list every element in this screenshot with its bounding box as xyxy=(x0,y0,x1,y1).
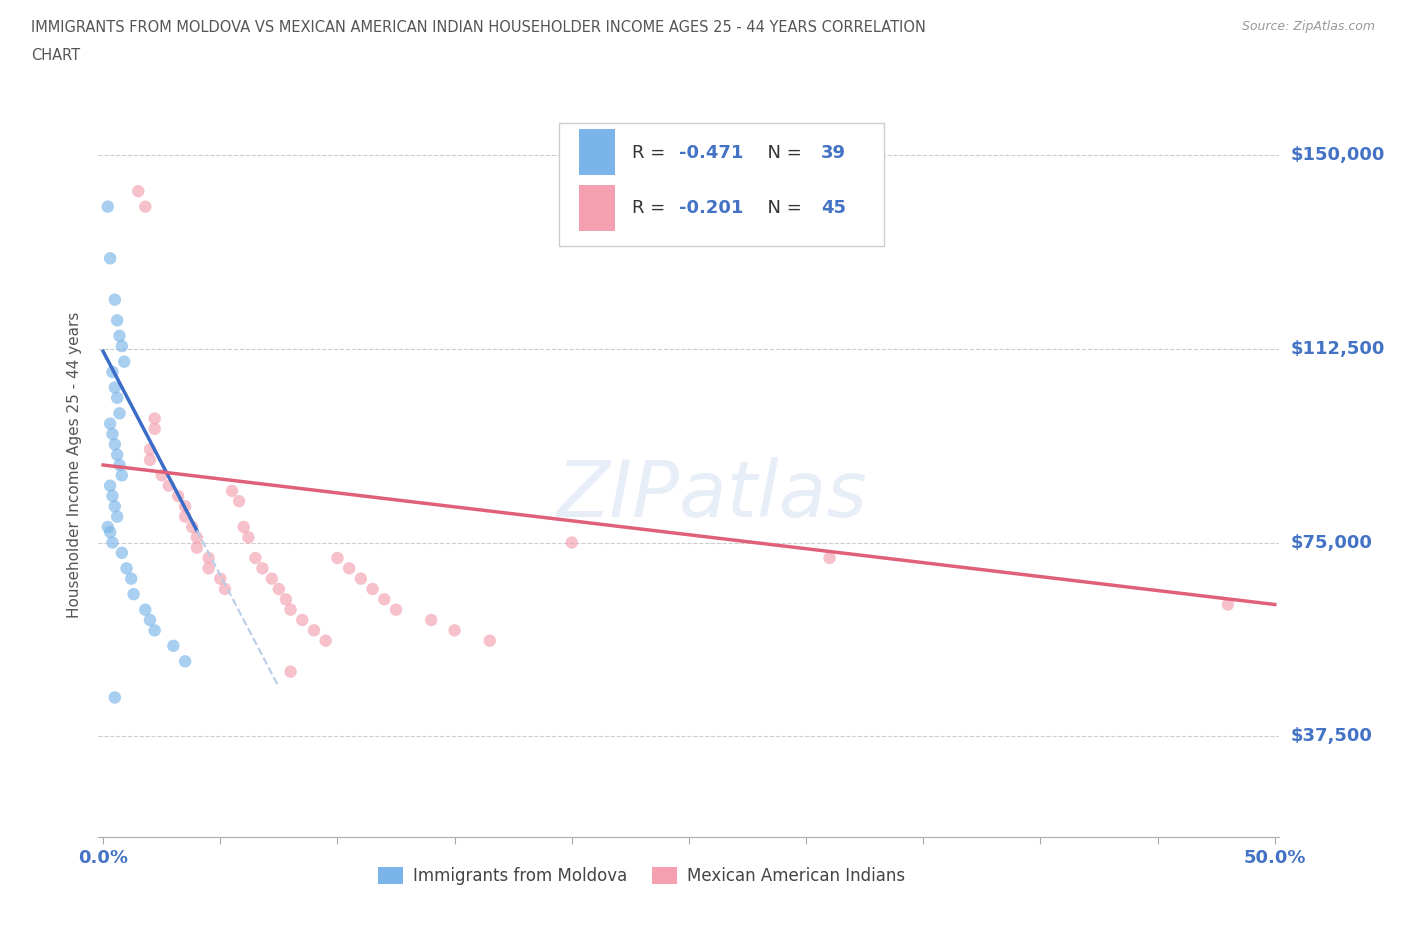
Point xyxy=(139,452,162,467)
Y-axis label: Householder Income Ages 25 - 44 years: Householder Income Ages 25 - 44 years xyxy=(67,312,83,618)
Point xyxy=(115,561,138,576)
Point xyxy=(326,551,349,565)
Point xyxy=(561,535,583,550)
Point xyxy=(105,312,128,327)
Point xyxy=(104,380,127,395)
Point xyxy=(232,520,254,535)
Point xyxy=(105,510,128,525)
Point xyxy=(174,510,197,525)
Point xyxy=(120,571,142,586)
Point xyxy=(97,199,120,214)
Point xyxy=(315,633,337,648)
Text: $75,000: $75,000 xyxy=(1291,534,1372,551)
Text: Source: ZipAtlas.com: Source: ZipAtlas.com xyxy=(1241,20,1375,33)
Point xyxy=(134,603,156,618)
Point xyxy=(143,411,166,426)
Point xyxy=(139,442,162,457)
Point xyxy=(274,591,297,606)
Point xyxy=(337,561,360,576)
Point xyxy=(101,365,124,379)
Point xyxy=(818,551,841,565)
Point xyxy=(1216,597,1239,612)
Point xyxy=(112,354,135,369)
Point xyxy=(209,571,232,586)
Point xyxy=(174,498,197,513)
Point xyxy=(111,468,134,483)
Point xyxy=(98,525,121,539)
Point xyxy=(139,613,162,628)
Point xyxy=(174,654,197,669)
Point xyxy=(350,571,373,586)
Point xyxy=(105,447,128,462)
Text: -0.471: -0.471 xyxy=(679,143,744,162)
Point xyxy=(143,623,166,638)
Point xyxy=(197,561,219,576)
Bar xyxy=(579,184,614,231)
Point xyxy=(361,581,384,596)
Point xyxy=(98,478,121,493)
Point xyxy=(127,184,149,199)
Point xyxy=(157,478,180,493)
Point xyxy=(228,494,250,509)
Text: ZIPatlas: ZIPatlas xyxy=(557,457,868,533)
Text: 45: 45 xyxy=(821,199,846,218)
Point xyxy=(420,613,443,628)
Point xyxy=(98,251,121,266)
Text: R =: R = xyxy=(633,199,671,218)
Point xyxy=(104,498,127,513)
Point xyxy=(104,690,127,705)
Text: $37,500: $37,500 xyxy=(1291,727,1372,745)
Point xyxy=(108,458,131,472)
Text: R =: R = xyxy=(633,143,671,162)
Point xyxy=(111,545,134,560)
Point xyxy=(105,391,128,405)
Point xyxy=(197,551,219,565)
Text: 39: 39 xyxy=(821,143,846,162)
Point xyxy=(98,417,121,432)
Legend: Immigrants from Moldova, Mexican American Indians: Immigrants from Moldova, Mexican America… xyxy=(371,860,912,892)
Point xyxy=(280,603,302,618)
Text: $150,000: $150,000 xyxy=(1291,146,1385,164)
Bar xyxy=(579,128,614,175)
Point xyxy=(97,520,120,535)
Point xyxy=(101,488,124,503)
Text: $112,500: $112,500 xyxy=(1291,339,1385,358)
Point xyxy=(443,623,465,638)
Point xyxy=(478,633,501,648)
Point xyxy=(385,603,408,618)
Point xyxy=(143,421,166,436)
Point xyxy=(181,520,204,535)
Point xyxy=(108,405,131,420)
Text: -0.201: -0.201 xyxy=(679,199,744,218)
Point xyxy=(238,530,260,545)
Point xyxy=(111,339,134,353)
Point xyxy=(134,199,156,214)
Point xyxy=(252,561,274,576)
Point xyxy=(108,328,131,343)
Point xyxy=(186,540,208,555)
Point xyxy=(101,535,124,550)
Text: N =: N = xyxy=(756,199,808,218)
Point xyxy=(260,571,283,586)
Point xyxy=(280,664,302,679)
Point xyxy=(373,591,395,606)
Text: CHART: CHART xyxy=(31,48,80,63)
Point xyxy=(221,484,243,498)
FancyBboxPatch shape xyxy=(560,123,884,246)
Point xyxy=(267,581,290,596)
Point xyxy=(302,623,325,638)
Point xyxy=(150,468,173,483)
Text: IMMIGRANTS FROM MOLDOVA VS MEXICAN AMERICAN INDIAN HOUSEHOLDER INCOME AGES 25 - : IMMIGRANTS FROM MOLDOVA VS MEXICAN AMERI… xyxy=(31,20,925,35)
Point xyxy=(122,587,145,602)
Point xyxy=(291,613,314,628)
Point xyxy=(167,488,190,503)
Point xyxy=(104,292,127,307)
Point xyxy=(162,638,184,653)
Point xyxy=(245,551,267,565)
Point xyxy=(214,581,236,596)
Point xyxy=(104,437,127,452)
Point xyxy=(186,530,208,545)
Text: N =: N = xyxy=(756,143,808,162)
Point xyxy=(101,427,124,442)
